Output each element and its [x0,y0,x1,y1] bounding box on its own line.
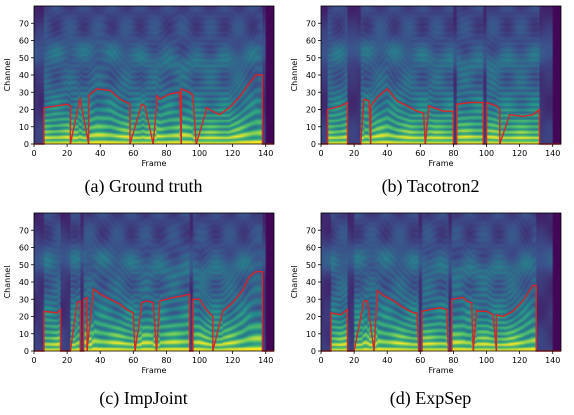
x-tick-label: 140 [258,149,273,158]
y-tick-label: 20 [19,106,29,115]
panel-c: 0 20 40 60 80 100 120 140 0 10 20 30 40 50 60 70 Frame Ch… [0,207,287,414]
y-tick-label: 40 [19,278,29,287]
x-tick-label: 100 [479,149,494,158]
y-tick-label: 50 [19,54,29,63]
x-tick-label: 60 [128,356,138,365]
x-tick-label: 100 [192,356,207,365]
y-axis-label: Channel [290,266,299,299]
x-tick-label: 20 [349,149,359,158]
caption-b: (b) Tacotron2 [381,176,480,196]
y-tick-label: 0 [24,347,29,356]
y-tick-label: 60 [19,244,29,253]
y-tick-label: 0 [311,347,316,356]
y-tick-label: 20 [306,106,316,115]
spectrogram-image [34,213,274,351]
x-tick-label: 120 [225,149,240,158]
x-tick-label: 20 [62,149,72,158]
x-tick-label: 120 [512,356,527,365]
y-axis-label: Channel [290,59,299,92]
f0-contour-line [34,74,274,145]
y-tick-label: 40 [306,278,316,287]
x-axis-label: Frame [429,366,454,375]
y-tick-label: 10 [306,123,316,132]
spectrogram-b: 0 20 40 60 80 100 120 140 0 10 20 30 40 50 60 70 Frame Ch… [290,5,562,168]
y-tick-label: 40 [306,71,316,80]
y-axis-label: Channel [3,266,12,299]
panel-a: 0 20 40 60 80 100 120 140 0 10 20 30 40 50 60 70 Frame Ch… [0,0,287,207]
y-tick-label: 50 [19,261,29,270]
x-tick-label: 140 [545,356,560,365]
y-tick-label: 60 [306,244,316,253]
x-tick-label: 100 [192,149,207,158]
y-tick-label: 10 [19,123,29,132]
y-tick-label: 20 [19,313,29,322]
y-tick-label: 60 [306,37,316,46]
x-tick-label: 80 [448,149,458,158]
y-tick-label: 20 [306,313,316,322]
x-tick-label: 0 [318,356,323,365]
x-tick-label: 80 [161,149,171,158]
spectrogram-d: 0 20 40 60 80 100 120 140 0 10 20 30 40 50 60 70 Frame Ch… [290,212,562,375]
y-tick-label: 30 [19,88,29,97]
x-axis-label: Frame [142,159,167,168]
y-tick-label: 10 [306,330,316,339]
panel-b: 0 20 40 60 80 100 120 140 0 10 20 30 40 50 60 70 Frame Ch… [287,0,574,207]
f0-contour-line [321,284,561,352]
x-tick-label: 120 [225,356,240,365]
y-tick-label: 70 [306,19,316,28]
f0-contour-line [34,270,274,352]
x-tick-label: 0 [31,356,36,365]
y-tick-label: 0 [311,140,316,149]
spectrogram-image [321,213,561,351]
y-tick-label: 50 [306,54,316,63]
y-tick-label: 50 [306,261,316,270]
y-tick-label: 30 [306,295,316,304]
x-tick-label: 0 [31,149,36,158]
x-tick-label: 60 [415,356,425,365]
x-tick-label: 140 [545,149,560,158]
y-tick-label: 70 [19,19,29,28]
x-tick-label: 0 [318,149,323,158]
x-tick-label: 80 [161,356,171,365]
x-tick-label: 40 [382,356,392,365]
caption-c: (c) ImpJoint [99,388,188,408]
y-tick-label: 70 [19,226,29,235]
spectrogram-image [34,6,274,144]
spectrogram-a: 0 20 40 60 80 100 120 140 0 10 20 30 40 50 60 70 Frame Ch… [3,5,275,168]
f0-contour-line [321,87,561,145]
x-tick-label: 100 [479,356,494,365]
spectrogram-image [321,6,561,144]
x-tick-label: 140 [258,356,273,365]
x-tick-label: 40 [382,149,392,158]
y-tick-label: 30 [306,88,316,97]
y-axis-label: Channel [3,59,12,92]
x-tick-label: 60 [415,149,425,158]
y-tick-label: 70 [306,226,316,235]
x-tick-label: 20 [349,356,359,365]
y-tick-label: 60 [19,37,29,46]
caption-a: (a) Ground truth [84,176,203,196]
y-tick-label: 40 [19,71,29,80]
caption-d: (d) ExpSep [389,388,472,408]
x-tick-label: 40 [95,356,105,365]
x-tick-label: 60 [128,149,138,158]
x-axis-label: Frame [429,159,454,168]
x-tick-label: 20 [62,356,72,365]
x-tick-label: 120 [512,149,527,158]
x-tick-label: 80 [448,356,458,365]
panel-d: 0 20 40 60 80 100 120 140 0 10 20 30 40 50 60 70 Frame Ch… [287,207,574,414]
y-tick-label: 30 [19,295,29,304]
x-axis-label: Frame [142,366,167,375]
spectrogram-c: 0 20 40 60 80 100 120 140 0 10 20 30 40 50 60 70 Frame Ch… [3,212,275,375]
x-tick-label: 40 [95,149,105,158]
y-tick-label: 10 [19,330,29,339]
y-tick-label: 0 [24,140,29,149]
